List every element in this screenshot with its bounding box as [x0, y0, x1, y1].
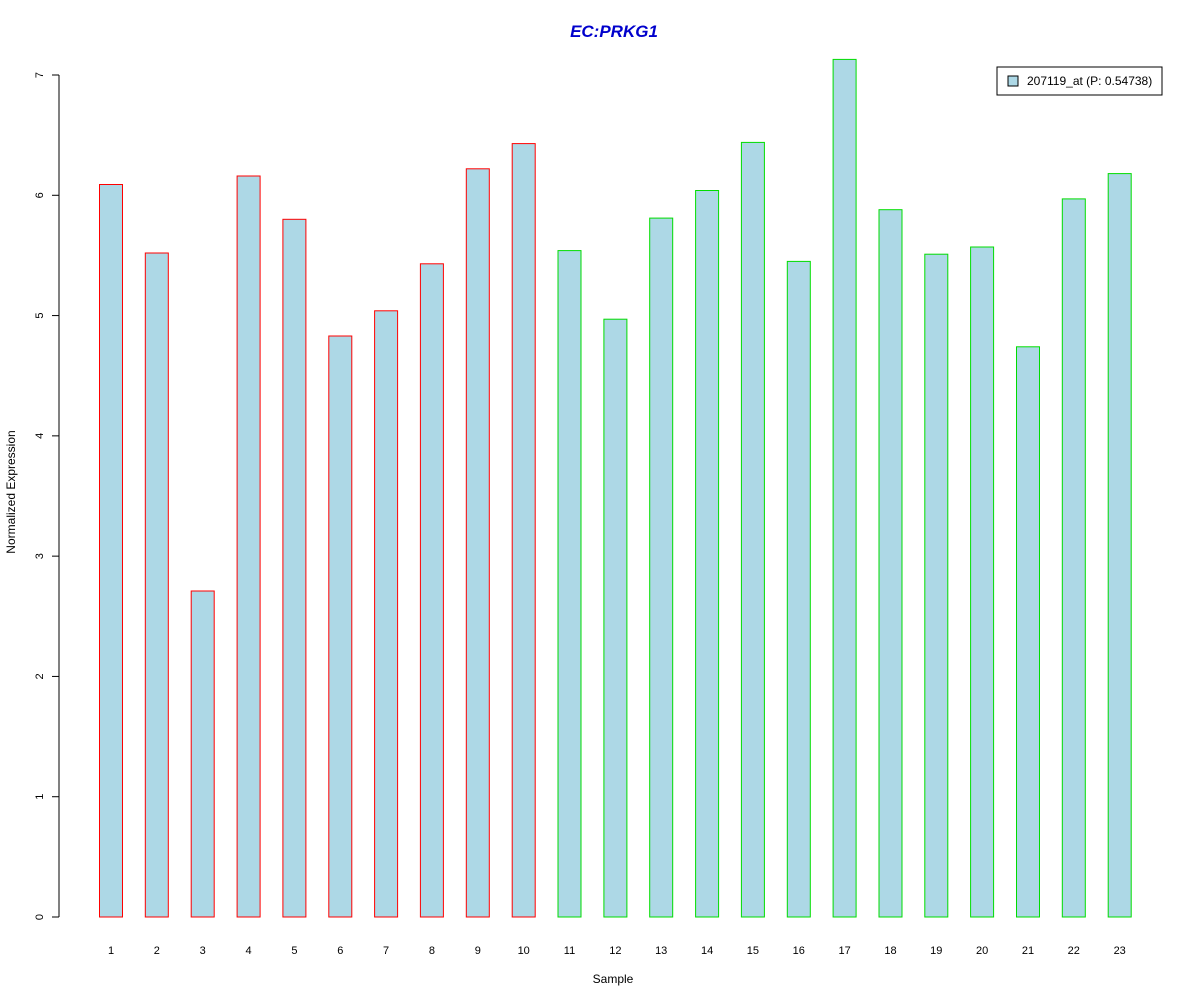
x-tick-label: 7	[383, 945, 389, 957]
bar-sample-11	[557, 250, 582, 918]
y-axis: 0 1 2 3 4 5 6 7	[34, 72, 60, 920]
legend: 207119_at (P: 0.54738)	[996, 66, 1163, 96]
y-tick-label: 3	[34, 553, 46, 559]
x-tick-label: 4	[246, 945, 252, 957]
bar-sample-22	[1061, 198, 1086, 918]
y-tick-label: 7	[34, 72, 46, 78]
x-tick-label: 16	[793, 945, 805, 957]
x-tick-label: 20	[976, 945, 988, 957]
legend-box	[996, 66, 1163, 96]
x-tick-label: 3	[200, 945, 206, 957]
legend-swatch	[1007, 75, 1019, 87]
x-tick-label: 2	[154, 945, 160, 957]
bar-sample-1	[99, 184, 123, 918]
bar-sample-13	[649, 217, 674, 918]
x-tick-label: 12	[609, 945, 621, 957]
x-tick-label: 18	[884, 945, 896, 957]
y-tick-label: 4	[34, 433, 46, 439]
bar-sample-7	[374, 310, 399, 918]
x-tick-label: 5	[291, 945, 297, 957]
bar-sample-17	[832, 58, 857, 918]
bar-sample-8	[419, 263, 444, 918]
bar-sample-23	[1107, 173, 1132, 918]
x-tick-label: 1	[108, 945, 114, 957]
y-tick-label: 0	[34, 914, 46, 920]
bar-sample-15	[740, 141, 765, 918]
x-tick-label: 11	[564, 945, 575, 957]
bar-sample-6	[328, 335, 353, 918]
bar-sample-21	[1016, 346, 1040, 918]
chart-title: EC:PRKG1	[570, 22, 658, 41]
x-tick-label: 9	[475, 945, 481, 957]
legend-label: 207119_at (P: 0.54738)	[1027, 74, 1152, 88]
bar-sample-2	[144, 252, 169, 918]
x-tick-label: 8	[429, 945, 435, 957]
y-tick-label: 5	[34, 313, 46, 319]
bar-sample-10	[511, 143, 536, 918]
y-tick-label: 1	[34, 794, 46, 800]
bar-sample-5	[282, 218, 307, 918]
x-tick-label: 15	[747, 945, 759, 957]
x-tick-label: 17	[838, 945, 850, 957]
bars	[99, 58, 1132, 918]
y-tick-label: 6	[34, 192, 46, 198]
x-tick-label: 19	[930, 945, 942, 957]
bar-sample-20	[970, 246, 995, 918]
bar-sample-19	[924, 253, 949, 918]
bar-sample-16	[786, 260, 811, 918]
x-axis-label: Sample	[593, 972, 634, 986]
bar-sample-12	[603, 318, 628, 918]
bar-sample-18	[878, 209, 903, 918]
y-tick-label: 2	[34, 673, 46, 679]
bar-sample-9	[465, 168, 490, 918]
x-tick-label: 13	[655, 945, 667, 957]
x-tick-label: 14	[701, 945, 713, 957]
x-tick-label: 22	[1068, 945, 1080, 957]
x-tick-label: 6	[337, 945, 343, 957]
x-axis-tick-labels: 1 2 3 4 5 6 7 8 9 10 11 12 13 14 15 16 17 18 19 20 21 22 23	[108, 945, 1126, 957]
x-tick-label: 23	[1114, 945, 1126, 957]
bar-sample-3	[190, 590, 215, 918]
bar-sample-14	[695, 190, 720, 918]
bar-sample-4	[236, 175, 261, 918]
y-axis-label: Normalized Expression	[4, 430, 18, 553]
x-tick-label: 21	[1022, 945, 1034, 957]
x-tick-label: 10	[518, 945, 530, 957]
